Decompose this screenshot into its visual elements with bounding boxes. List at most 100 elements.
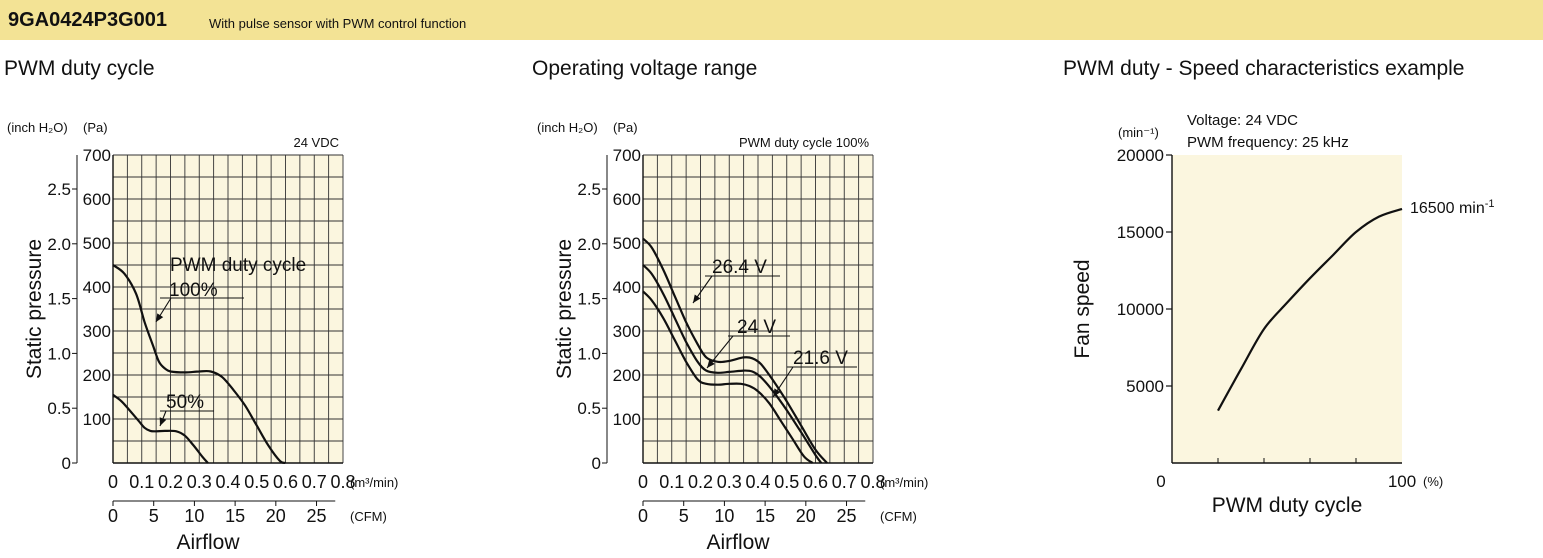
pwm-duty-cycle-inch-tick-label: 2.5	[47, 180, 71, 199]
pwm-duty-cycle-x-unit-cfm: (CFM)	[350, 509, 387, 524]
operating-voltage-range-x-tick-label: 0.1	[659, 472, 684, 492]
pwm-duty-cycle-leader-100-head	[156, 313, 164, 322]
pwm-duty-cycle-x-tick-label: 0.6	[273, 472, 298, 492]
operating-voltage-range-series-line	[642, 264, 823, 464]
pwm-duty-cycle-y-axis-title: Static pressure	[23, 239, 46, 379]
pwm-speed-plot-area	[1172, 155, 1402, 463]
operating-voltage-range-x-tick-label: 0.8	[860, 472, 885, 492]
pwm-duty-cycle-cfm-tick-label: 20	[266, 506, 286, 526]
operating-voltage-range-y-unit-inch: (inch H₂O)	[537, 120, 598, 135]
model-subtitle: With pulse sensor with PWM control funct…	[209, 16, 467, 31]
operating-voltage-range-cfm-tick-label: 0	[638, 506, 648, 526]
pwm-duty-cycle-annotation-title: PWM duty cycle	[170, 255, 306, 276]
pwm-duty-cycle-x-axis-title: Airflow	[176, 531, 240, 554]
pwm-speed-y-tick-label: 10000	[1117, 300, 1164, 319]
operating-voltage-range-x-tick-label: 0.2	[688, 472, 713, 492]
pwm-duty-cycle-series-line	[112, 393, 209, 464]
operating-voltage-range-x-unit-cfm: (CFM)	[880, 509, 917, 524]
pwm-duty-cycle-series-line	[112, 264, 286, 465]
pwm-duty-cycle-inch-tick-label: 1.0	[47, 344, 71, 363]
header-bar: 9GA0424P3G001 With pulse sensor with PWM…	[0, 0, 1543, 40]
pwm-duty-cycle-inch-tick-label: 1.5	[47, 290, 71, 309]
pwm-speed-y-unit: (min⁻¹)	[1118, 125, 1159, 140]
operating-voltage-range-x-tick-label: 0.3	[717, 472, 742, 492]
operating-voltage-range-pa-tick-label: 400	[613, 278, 641, 297]
voltage-label-1: 24 V	[737, 317, 776, 338]
operating-voltage-range-cfm-tick-label: 20	[796, 506, 816, 526]
pwm-duty-cycle-label-100: 100%	[169, 280, 218, 301]
operating-voltage-range-condition-label: PWM duty cycle 100%	[739, 135, 869, 150]
operating-voltage-range-x-unit-m3: (m³/min)	[880, 475, 928, 490]
pwm-speed-series-line	[1217, 207, 1403, 412]
voltage-label-0: 26.4 V	[712, 257, 767, 278]
pwm-duty-cycle-x-unit-m3: (m³/min)	[350, 475, 398, 490]
operating-voltage-range-inch-tick-label: 2.0	[577, 235, 601, 254]
pwm-speed-x-tick-label: 0	[1156, 472, 1165, 491]
model-number: 9GA0424P3G001	[8, 9, 168, 31]
operating-voltage-range-pa-tick-label: 700	[613, 146, 641, 165]
pwm-duty-cycle-cfm-tick-label: 15	[225, 506, 245, 526]
voltage-leader-1-head	[707, 359, 715, 368]
pwm-duty-cycle-pa-tick-label: 400	[83, 278, 111, 297]
operating-voltage-range-cfm-tick-label: 10	[714, 506, 734, 526]
operating-voltage-range-inch-tick-label: 0.5	[577, 399, 601, 418]
pwm-duty-cycle-cfm-tick-label: 25	[307, 506, 327, 526]
voltage-leader-0-head	[693, 294, 701, 303]
operating-voltage-range-pa-tick-label: 300	[613, 322, 641, 341]
pwm-speed-y-tick-label: 20000	[1117, 146, 1164, 165]
pwm-speed-x-tick-label: 100	[1388, 472, 1416, 491]
pwm-speed-x-axis-title: PWM duty cycle	[1212, 494, 1363, 517]
pwm-duty-cycle-label-50: 50%	[166, 392, 204, 413]
operating-voltage-range-inch-tick-label: 2.5	[577, 180, 601, 199]
pwm-duty-cycle-x-tick-label: 0.5	[244, 472, 269, 492]
pwm-speed-end-label: 16500 min-1	[1410, 198, 1495, 217]
pwm-duty-cycle-pa-tick-label: 200	[83, 366, 111, 385]
chart-title-pwm-speed: PWM duty - Speed characteristics example	[1063, 57, 1465, 80]
pwm-duty-cycle-leader-50-head	[159, 417, 167, 426]
pwm-speed-condition-voltage: Voltage: 24 VDC	[1187, 112, 1298, 129]
operating-voltage-range-y-axis-title: Static pressure	[553, 239, 576, 379]
operating-voltage-range-pa-tick-label: 600	[613, 190, 641, 209]
operating-voltage-range-series-line	[642, 237, 828, 464]
pwm-duty-cycle-pa-tick-label: 600	[83, 190, 111, 209]
pwm-duty-cycle-pa-tick-label: 500	[83, 234, 111, 253]
pwm-speed-condition-frequency: PWM frequency: 25 kHz	[1187, 134, 1349, 151]
operating-voltage-range-cfm-tick-label: 5	[679, 506, 689, 526]
pwm-duty-cycle-condition-label: 24 VDC	[293, 135, 339, 150]
pwm-speed-y-tick-label: 5000	[1126, 377, 1164, 396]
voltage-label-2: 21.6 V	[793, 348, 848, 369]
pwm-duty-cycle-x-tick-label: 0.3	[187, 472, 212, 492]
operating-voltage-range-x-tick-label: 0.4	[745, 472, 770, 492]
operating-voltage-range-inch-tick-label: 1.0	[577, 344, 601, 363]
chart-title-operating-voltage: Operating voltage range	[532, 57, 758, 80]
pwm-duty-cycle-pa-tick-label: 100	[83, 410, 111, 429]
pwm-duty-cycle-y-unit-pa: (Pa)	[83, 120, 108, 135]
pwm-speed-end-label-exponent: -1	[1485, 198, 1495, 210]
pwm-duty-cycle-pa-tick-label: 300	[83, 322, 111, 341]
pwm-duty-cycle-x-tick-label: 0.7	[302, 472, 327, 492]
pwm-duty-cycle-x-tick-label: 0.1	[129, 472, 154, 492]
voltage-leader-2-head	[773, 388, 781, 397]
pwm-duty-cycle-inch-tick-label: 0	[62, 454, 71, 473]
pwm-duty-cycle-y-unit-inch: (inch H₂O)	[7, 120, 68, 135]
pwm-speed-y-tick-label: 15000	[1117, 223, 1164, 242]
pwm-duty-cycle-inch-tick-label: 0.5	[47, 399, 71, 418]
pwm-duty-cycle-pa-tick-label: 700	[83, 146, 111, 165]
pwm-speed-x-unit: (%)	[1423, 474, 1443, 489]
operating-voltage-range-cfm-tick-label: 15	[755, 506, 775, 526]
operating-voltage-range-x-axis-title: Airflow	[706, 531, 770, 554]
pwm-duty-cycle-cfm-tick-label: 5	[149, 506, 159, 526]
operating-voltage-range-inch-tick-label: 1.5	[577, 290, 601, 309]
operating-voltage-range-cfm-tick-label: 25	[837, 506, 857, 526]
pwm-duty-cycle-cfm-tick-label: 0	[108, 506, 118, 526]
operating-voltage-range-y-unit-pa: (Pa)	[613, 120, 638, 135]
pwm-duty-cycle-x-tick-label: 0.2	[158, 472, 183, 492]
operating-voltage-range-pa-tick-label: 200	[613, 366, 641, 385]
chart-title-pwm-duty-cycle: PWM duty cycle	[4, 57, 155, 80]
pwm-duty-cycle-x-tick-label: 0.4	[215, 472, 240, 492]
pwm-speed-y-axis-title: Fan speed	[1071, 259, 1094, 358]
pwm-duty-cycle-cfm-tick-label: 10	[184, 506, 204, 526]
pwm-duty-cycle-x-tick-label: 0	[108, 472, 118, 492]
operating-voltage-range-x-tick-label: 0.7	[832, 472, 857, 492]
